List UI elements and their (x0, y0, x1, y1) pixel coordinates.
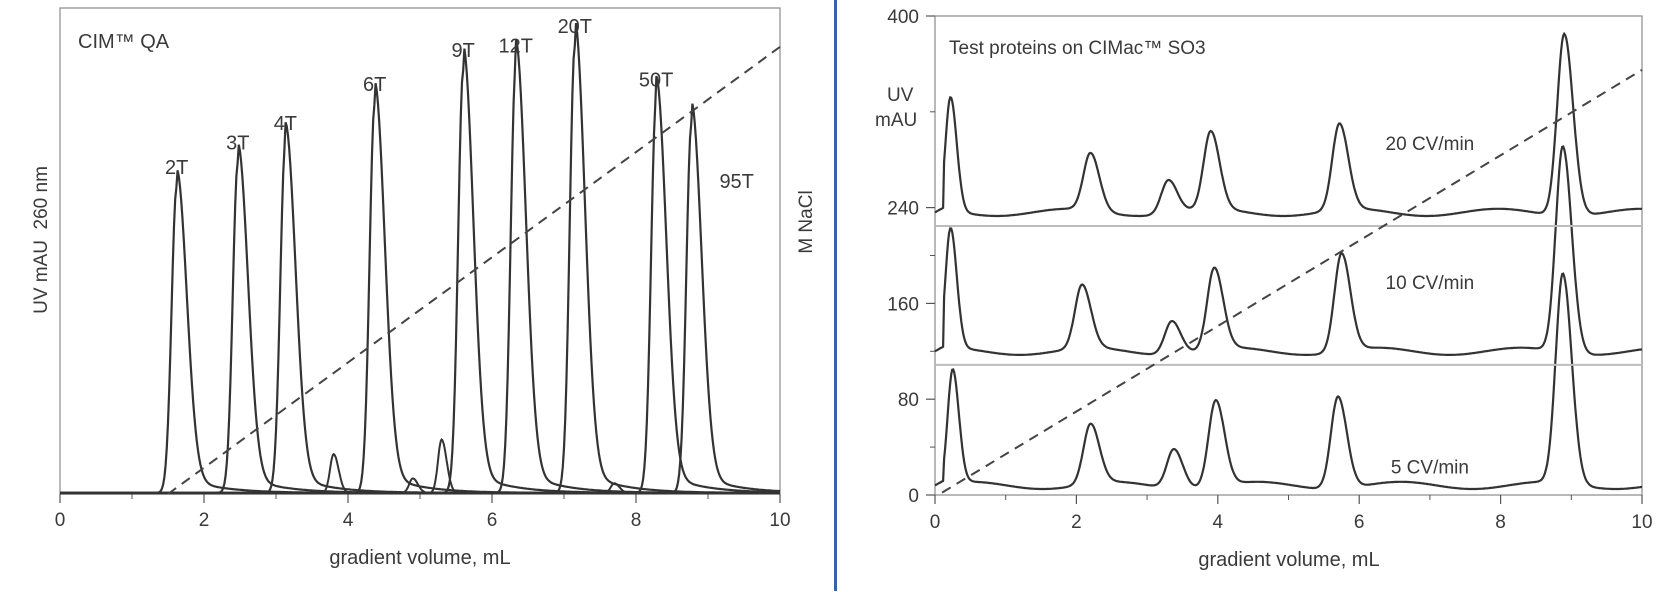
x-tick-label: 0 (930, 512, 941, 533)
x-tick-label: 6 (1354, 512, 1365, 533)
x-tick-label: 8 (1495, 512, 1506, 533)
y-tick-label: 240 (887, 199, 919, 220)
x-tick-label: 8 (631, 510, 642, 531)
peak-label: 95T (719, 171, 753, 193)
chart-cimac-so3-svg: Test proteins on CIMac™ SO3 UV mAU gradi… (875, 7, 1653, 571)
chromatogram-trace (934, 145, 1643, 356)
peak-label: 6T (363, 74, 386, 96)
peak-label-group: 2T 3T 4T 6T 9T 12T 20T 50T 95T (165, 16, 754, 193)
chromatogram-trace-2T (60, 170, 780, 495)
x-tick-label: 2 (199, 510, 210, 531)
tick-group: 0 2 4 6 8 10 0 80 160 240 400 (887, 7, 1652, 533)
x-axis-label: gradient volume, mL (1198, 549, 1379, 571)
panel-divider (834, 0, 837, 591)
series-label-group: 5 CV/min 10 CV/min 20 CV/min (1386, 134, 1475, 478)
chromatogram-trace (934, 31, 1642, 218)
impurity-bump (391, 477, 435, 494)
y2-axis-label: M NaCl (796, 190, 817, 253)
gradient-line (167, 46, 781, 495)
trace-group (934, 31, 1643, 494)
x-tick-label: 6 (487, 510, 498, 531)
x-tick-label: 4 (1213, 512, 1224, 533)
series-label: 5 CV/min (1391, 457, 1469, 478)
x-tick-label: 0 (55, 510, 66, 531)
peak-label: 9T (452, 40, 475, 62)
y-tick-label: 400 (887, 7, 919, 28)
impurity-bump (420, 437, 464, 494)
y-axis-label: UV mAU 260 nm (31, 166, 52, 314)
peak-label: 3T (226, 133, 249, 155)
series-label: 20 CV/min (1386, 134, 1475, 155)
chart-cim-qa-svg: CIM™ QA UV mAU 260 nm M NaCl gradient vo… (31, 7, 817, 569)
x-tick-label: 4 (343, 510, 354, 531)
impurity-bump (312, 452, 356, 494)
chart-title: Test proteins on CIMac™ SO3 (949, 38, 1206, 59)
peak-label: 50T (639, 69, 673, 91)
gradient-line (941, 69, 1643, 494)
peak-label: 2T (165, 157, 188, 179)
impurity-bump (592, 482, 636, 494)
trace-group (60, 22, 781, 495)
plot-frame (934, 15, 1643, 496)
x-tick-label: 10 (1631, 512, 1652, 533)
y-tick-label: 0 (908, 486, 919, 507)
peak-label: 20T (558, 16, 592, 38)
peak-label: 12T (499, 35, 533, 57)
x-tick-label: 10 (769, 510, 790, 531)
series-label: 10 CV/min (1386, 273, 1475, 294)
x-tick-group: 0 2 4 6 8 10 (55, 494, 791, 531)
peak-label: 4T (274, 113, 297, 135)
y-tick-label: 80 (898, 390, 919, 411)
y-axis-label-mau: mAU (875, 110, 917, 131)
chart-title: CIM™ QA (78, 31, 170, 53)
chart-cim-qa: CIM™ QA UV mAU 260 nm M NaCl gradient vo… (0, 0, 834, 591)
chart-cimac-so3: Test proteins on CIMac™ SO3 UV mAU gradi… (837, 0, 1673, 591)
x-axis-label: gradient volume, mL (329, 547, 510, 569)
x-tick-label: 2 (1071, 512, 1082, 533)
y-axis-label-uv: UV (887, 85, 914, 106)
y-tick-label: 160 (887, 294, 919, 315)
chromatogram-trace (934, 272, 1643, 491)
